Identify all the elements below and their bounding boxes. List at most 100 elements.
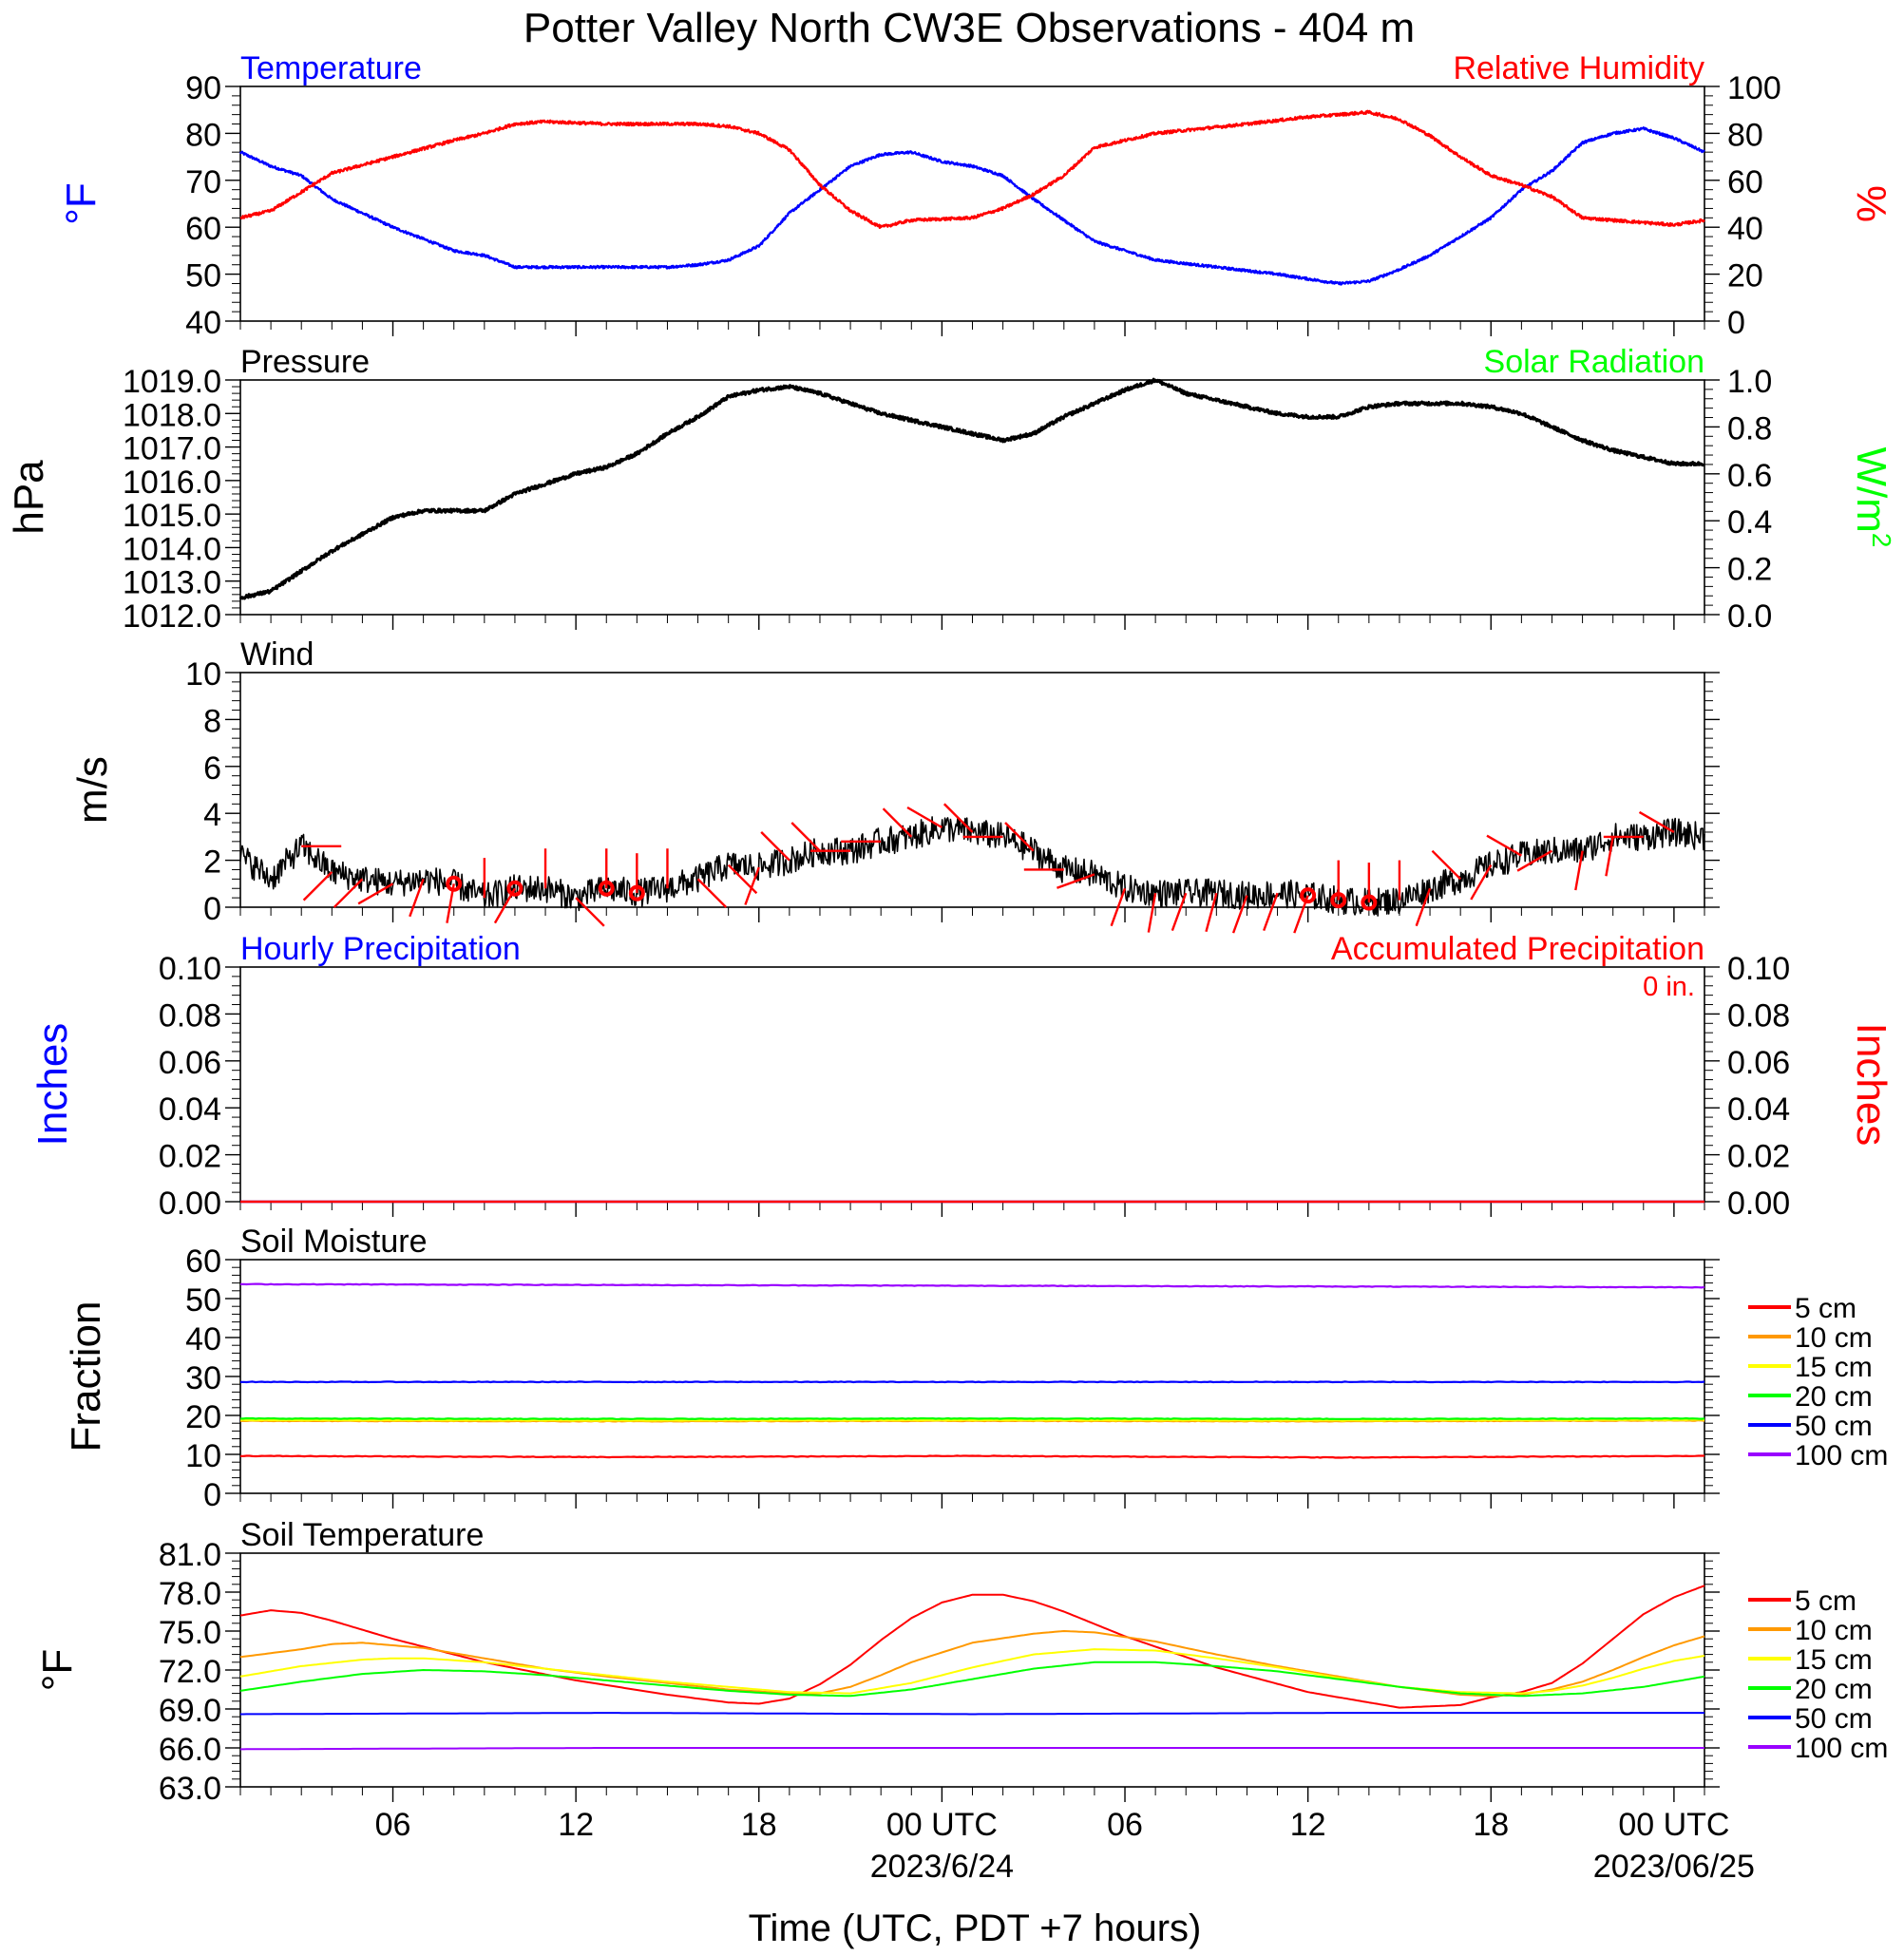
precip-left-title: Hourly Precipitation [240, 931, 521, 967]
wind-left-unit: m/s [69, 756, 116, 824]
wind-barb [1470, 864, 1493, 901]
soil-temp-left-title: Soil Temperature [240, 1517, 484, 1553]
pressure-left-unit: hPa [6, 460, 52, 535]
temp-rh-left-tick-label: 50 [185, 258, 221, 294]
time-tick-label: 06 [1107, 1807, 1143, 1843]
wind-calm-marker [446, 875, 463, 892]
wind-barb [333, 878, 364, 908]
soil-temp-line-5cm [239, 1585, 1705, 1709]
soil-moisture-left-tick-label: 20 [185, 1399, 221, 1435]
wind-calm-marker [506, 880, 524, 897]
wind-barb [760, 831, 790, 862]
wind-barb [357, 883, 394, 905]
wind-barb [1431, 849, 1462, 881]
soil-moisture-left-unit: Fraction [63, 1301, 109, 1452]
wind-barb [409, 878, 425, 918]
temp-rh-right-tick-label: 0 [1727, 305, 1745, 341]
pressure-right-tick-label: 0.4 [1727, 504, 1772, 541]
figure-title: Potter Valley North CW3E Observations - … [524, 5, 1415, 51]
wind-calm-marker [1330, 892, 1347, 909]
date-label: 2023/6/24 [870, 1849, 1014, 1885]
temp-rh-right-tick-label: 100 [1727, 70, 1781, 106]
temp-rh-right-tick-label: 60 [1727, 164, 1763, 200]
temp-rh-left-title: Temperature [240, 50, 422, 86]
temp-rh-left-tick-label: 70 [185, 164, 221, 200]
wind-barb [882, 807, 913, 838]
wind-calm-marker [628, 884, 645, 902]
wind-barb [696, 878, 728, 908]
pressure-left-tick-label: 1017.0 [123, 431, 221, 467]
pressure-left-tick-label: 1018.0 [123, 397, 221, 433]
wind-left-tick-label: 6 [203, 750, 221, 787]
precip-left-tick-label: 0.08 [159, 997, 221, 1034]
wind-speed-line [239, 816, 1705, 917]
time-tick-label: 12 [558, 1807, 594, 1843]
precip-left-tick-label: 0.00 [159, 1186, 221, 1222]
pressure-left-tick-label: 1014.0 [123, 531, 221, 567]
wind-barb [1147, 892, 1157, 933]
wind-barb [1110, 887, 1127, 927]
precip-panel: 0.10 0.08 0.06 0.04 0.02 0.00 0.10 0.08 0.06 0.04… [29, 931, 1894, 1222]
wind-left-tick-label: 10 [185, 656, 221, 693]
temp-rh-right-title: Relative Humidity [1453, 50, 1704, 86]
soil-temp-line-15cm [239, 1648, 1705, 1695]
soil-moisture-legend-label: 50 cm [1795, 1411, 1873, 1442]
soil-moisture-legend-label: 10 cm [1795, 1322, 1873, 1354]
time-tick-label: 18 [741, 1807, 777, 1843]
soil-moisture-line-100cm [239, 1282, 1705, 1289]
precip-right-tick-label: 0.04 [1727, 1091, 1790, 1128]
wind-barb [942, 803, 974, 833]
wind-barb [906, 806, 942, 829]
wind-left-tick-label: 2 [203, 845, 221, 881]
soil-moisture-left-tick-label: 30 [185, 1360, 221, 1396]
date-label: 2023/06/25 [1593, 1849, 1755, 1885]
soil-moisture-line-15cm [239, 1418, 1705, 1422]
soil-temp-left-tick-label: 69.0 [159, 1693, 221, 1729]
time-tick-label: 06 [375, 1807, 411, 1843]
temp-rh-left-tick-label: 40 [185, 305, 221, 341]
soil-temp-line-100cm [240, 1747, 1704, 1751]
time-tick-label: 18 [1473, 1807, 1509, 1843]
time-tick-label: 00 UTC [886, 1807, 998, 1843]
wind-barb [744, 866, 760, 905]
soil-temp-left-unit: °F [34, 1649, 81, 1691]
soil-moisture-left-tick-label: 60 [185, 1243, 221, 1280]
soil-moisture-legend-label: 15 cm [1795, 1352, 1873, 1383]
temp-rh-right-tick-label: 40 [1727, 211, 1763, 247]
pressure-right-tick-label: 0.0 [1727, 598, 1772, 635]
soil-moisture-frame [239, 1259, 1705, 1494]
wind-panel: 10 8 6 4 2 0 Wind m/s [69, 636, 1720, 934]
wind-barb [1231, 895, 1248, 934]
pressure-left-tick-label: 1016.0 [123, 465, 221, 501]
soil-temp-left-tick-label: 66.0 [159, 1732, 221, 1768]
temp-rh-left-unit: °F [58, 182, 105, 224]
wind-barb [1605, 836, 1614, 877]
temp-rh-frame [239, 85, 1705, 322]
soil-moisture-left-tick-label: 50 [185, 1282, 221, 1319]
soil-temp-line-10cm [239, 1630, 1705, 1698]
pressure-panel: 1019.01018.01017.01016.01015.01014.01013… [6, 344, 1896, 635]
wind-barb [1516, 849, 1553, 872]
humidity-line [239, 109, 1705, 230]
temp-rh-panel: 90 80 70 60 50 40 100 80 60 40 20 0 Temperature Relat… [58, 50, 1894, 341]
soil-temp-left-tick-label: 63.0 [159, 1771, 221, 1807]
soil-temp-legend-label: 5 cm [1795, 1585, 1856, 1617]
precip-right-title: Accumulated Precipitation [1331, 931, 1704, 967]
pressure-frame [239, 379, 1705, 616]
pressure-left-title: Pressure [240, 344, 370, 380]
soil-temp-left-tick-label: 78.0 [159, 1576, 221, 1612]
wind-barb [1574, 850, 1584, 891]
wind-barb [1057, 873, 1095, 889]
pressure-right-tick-label: 0.6 [1727, 458, 1772, 494]
soil-temp-left-tick-label: 72.0 [159, 1654, 221, 1690]
precip-left-tick-label: 0.04 [159, 1091, 221, 1128]
soil-temp-line-20cm [239, 1661, 1705, 1698]
wind-left-tick-label: 8 [203, 703, 221, 739]
pressure-right-unit-superscript: 2 [1867, 533, 1896, 548]
time-axis-title: Time (UTC, PDT +7 hours) [749, 1908, 1202, 1949]
precip-right-tick-label: 0.06 [1727, 1045, 1790, 1081]
wind-barb [1004, 822, 1035, 852]
soil-temp-left-tick-label: 75.0 [159, 1615, 221, 1651]
soil-moisture-line-20cm [240, 1416, 1705, 1421]
